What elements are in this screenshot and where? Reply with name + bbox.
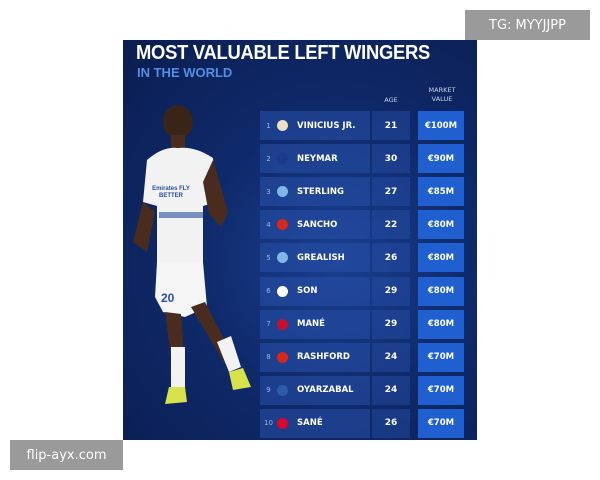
man-united-crest-icon [277, 351, 288, 363]
player-name: NEYMAR [297, 153, 338, 164]
market-value-cell: €70M [418, 408, 464, 438]
rank: 6 [266, 287, 271, 295]
table-row: 5 GREALISH 26 €80M [260, 243, 464, 273]
market-value-cell: €80M [418, 210, 464, 240]
table-row: 6 SON 29 €80M [260, 276, 464, 306]
man-city-crest-icon [277, 252, 288, 264]
name-cell: 7 MANÉ [260, 309, 370, 339]
psg-crest-icon [277, 153, 288, 165]
name-cell: 8 RASHFORD [260, 342, 370, 372]
age-cell: 26 [372, 243, 410, 273]
rank: 3 [266, 187, 271, 196]
watermark-top-right: TG: MYYJJPP [465, 10, 590, 40]
name-cell: 1 VINICIUS JR. [260, 111, 370, 140]
age-cell: 22 [372, 210, 410, 240]
player-name: GREALISH [297, 252, 345, 263]
rank: 2 [266, 154, 271, 163]
age-cell: 30 [372, 144, 410, 174]
age-cell: 29 [372, 309, 410, 339]
rank: 7 [266, 320, 271, 329]
market-value-cell: €80M [418, 243, 464, 273]
subtitle: IN THE WORLD [137, 65, 233, 80]
name-cell: 4 SANCHO [260, 210, 370, 240]
table-row: 4 SANCHO 22 €80M [260, 210, 464, 240]
market-value-cell: €80M [418, 276, 464, 306]
age-cell: 21 [372, 111, 410, 140]
age-cell: 26 [372, 408, 410, 438]
table-row: 1 VINICIUS JR. 21 €100M [260, 111, 464, 140]
player-image: 20 [133, 105, 251, 404]
player-name: STERLING [297, 186, 344, 197]
rank: 9 [266, 386, 271, 395]
table-row: 9 OYARZABAL 24 €70M [260, 375, 464, 405]
table-row: 10 SANÉ 26 €70M [260, 408, 464, 438]
age-cell: 24 [372, 375, 410, 405]
market-value-cell: €70M [418, 342, 464, 372]
shirt-number: 20 [161, 291, 175, 305]
name-cell: 2 NEYMAR [260, 144, 370, 174]
table-row: 3 STERLING 27 €85M [260, 177, 464, 207]
header-age: AGE [384, 96, 398, 104]
rank: 8 [266, 353, 271, 362]
table-row: 8 RASHFORD 24 €70M [260, 342, 464, 372]
age-cell: 24 [372, 342, 410, 372]
rank: 10 [264, 419, 273, 428]
market-value-cell: €90M [418, 144, 464, 174]
real-madrid-crest-icon [277, 120, 288, 131]
table-row: 7 MANÉ 29 €80M [260, 309, 464, 339]
player-name: MANÉ [297, 319, 325, 330]
name-cell: 9 OYARZABAL [260, 375, 370, 405]
name-cell: 5 GREALISH [260, 243, 370, 273]
age-cell: 27 [372, 177, 410, 207]
rank: 5 [266, 253, 271, 262]
header-market-value: MARKET VALUE [428, 86, 456, 103]
market-value-cell: €80M [418, 309, 464, 339]
name-cell: 3 STERLING [260, 177, 370, 207]
player-name: SON [297, 286, 318, 296]
market-value-cell: €70M [418, 375, 464, 405]
player-name: VINICIUS JR. [297, 120, 356, 131]
real-sociedad-crest-icon [277, 384, 288, 396]
rank: 4 [266, 220, 271, 229]
player-name: RASHFORD [297, 352, 350, 363]
name-cell: 6 SON [260, 276, 370, 306]
shirt-sponsor: Emirates FLY BETTER [152, 186, 190, 199]
market-value-cell: €100M [418, 111, 464, 140]
bayern-crest-icon [277, 417, 288, 429]
market-value-cell: €85M [418, 177, 464, 207]
rank: 1 [266, 121, 271, 130]
age-cell: 29 [372, 276, 410, 306]
liverpool-crest-icon [277, 318, 288, 330]
name-cell: 10 SANÉ [260, 408, 370, 438]
man-united-crest-icon [277, 219, 288, 231]
table-row: 2 NEYMAR 30 €90M [260, 144, 464, 174]
player-name: SANÉ [297, 418, 323, 429]
tottenham-crest-icon [277, 285, 288, 297]
watermark-bottom-left: flip-ayx.com [10, 440, 123, 470]
man-city-crest-icon [277, 186, 288, 198]
player-name: OYARZABAL [297, 385, 354, 396]
title: MOST VALUABLE LEFT WINGERS [136, 42, 431, 64]
infographic: MOST VALUABLE LEFT WINGERS IN THE WORLD … [123, 40, 477, 440]
player-name: SANCHO [297, 219, 338, 230]
